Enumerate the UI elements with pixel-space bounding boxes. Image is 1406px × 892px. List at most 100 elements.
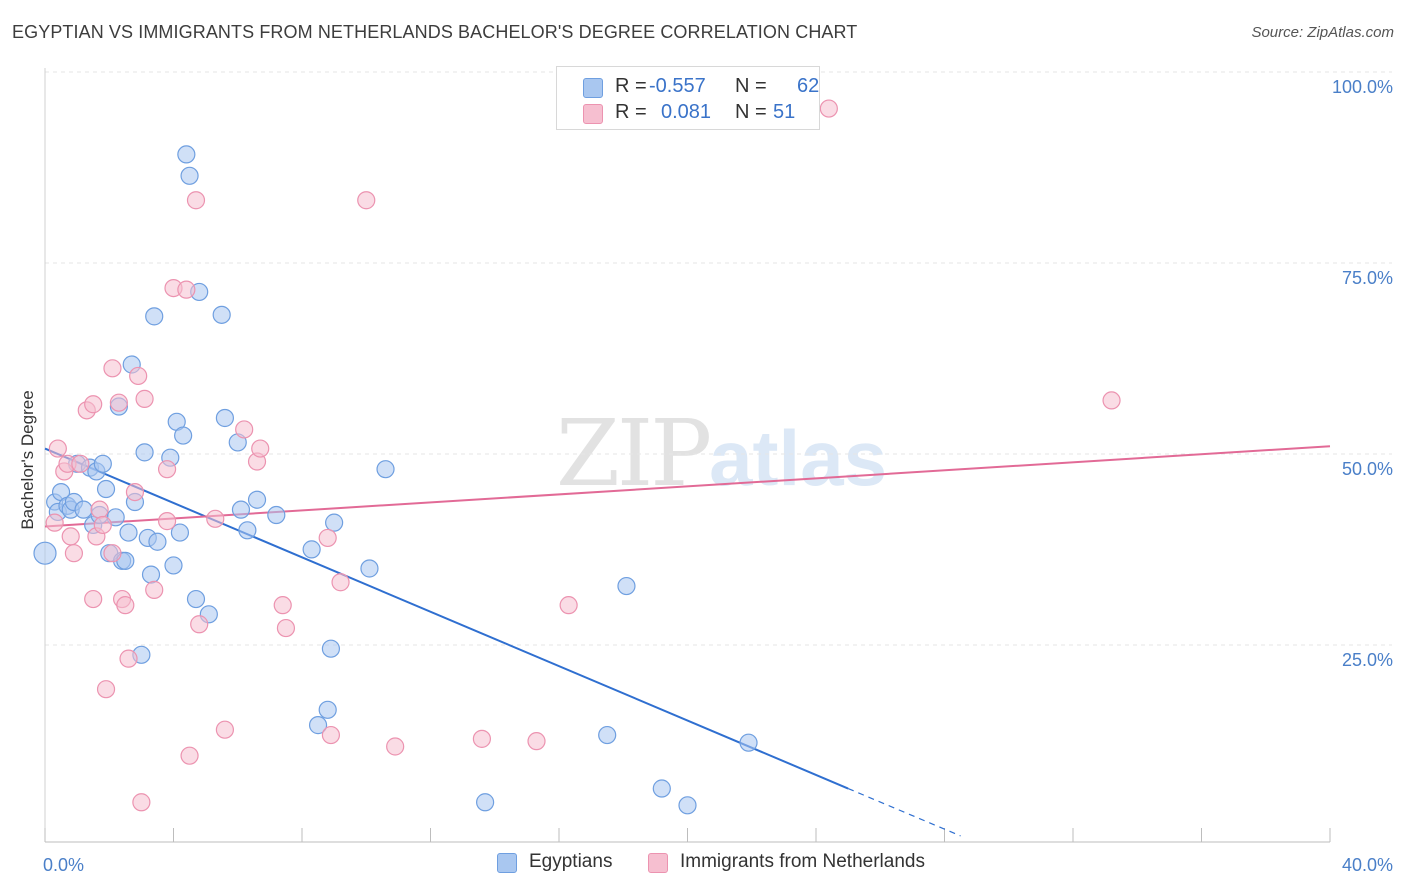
correlation-legend: R = -0.557 N = 62 R = 0.081 N = 51 — [556, 66, 820, 130]
netherlands-point — [129, 366, 148, 386]
series-legend: Egyptians Immigrants from Netherlands — [0, 851, 1406, 879]
netherlands-point — [1102, 391, 1121, 410]
egyptians-point — [135, 443, 154, 462]
netherlands-point — [251, 439, 270, 458]
egyptians-point — [33, 541, 57, 565]
netherlands-point — [190, 615, 209, 634]
netherlands-point — [61, 527, 80, 546]
egyptians-point — [177, 145, 196, 164]
egyptians-point — [739, 733, 758, 752]
legend-swatch-netherlands — [648, 853, 668, 873]
egyptians-point — [74, 500, 93, 519]
netherlands-point — [125, 482, 145, 502]
grid — [45, 71, 1392, 646]
netherlands-point — [472, 729, 491, 748]
netherlands-point — [90, 500, 109, 519]
netherlands-point — [318, 528, 337, 548]
legend-n-value: 51 — [773, 101, 796, 123]
egyptians-point — [321, 639, 341, 658]
egyptians-point — [302, 540, 321, 559]
netherlands-point — [819, 99, 838, 118]
netherlands-point — [177, 280, 196, 299]
netherlands-point — [157, 512, 177, 531]
legend-row-netherlands: R = 0.081 N = 51 — [557, 101, 819, 127]
egyptians-point — [164, 556, 183, 575]
egyptians-point — [231, 500, 251, 519]
netherlands-point — [103, 359, 122, 378]
egyptians-point — [145, 307, 164, 326]
egyptians-point — [360, 559, 379, 578]
axes — [44, 68, 1331, 843]
netherlands-point — [186, 191, 206, 210]
netherlands-point — [116, 596, 135, 615]
legend-swatch-egyptians — [497, 853, 517, 873]
netherlands-point — [386, 737, 405, 756]
egyptians-point — [376, 460, 395, 479]
netherlands-point — [48, 439, 67, 458]
chart-title: EGYPTIAN VS IMMIGRANTS FROM NETHERLANDS … — [12, 22, 858, 42]
netherlands-point — [103, 544, 122, 563]
netherlands-point — [45, 513, 64, 532]
egyptians-point — [325, 513, 344, 532]
netherlands-point — [119, 649, 138, 668]
netherlands-point — [109, 393, 128, 412]
y-tick-label: 50.0% — [1342, 459, 1393, 479]
x-tick-label: 40.0% — [1342, 855, 1393, 875]
netherlands-point — [180, 746, 199, 765]
egyptians-trend-extension — [847, 787, 961, 837]
legend-r-label: R = — [615, 101, 647, 123]
legend-n-label: N = — [735, 101, 767, 123]
y-tick-label: 75.0% — [1342, 268, 1393, 288]
netherlands-trend-line — [44, 445, 1331, 528]
egyptians-point — [174, 426, 193, 445]
netherlands-point — [93, 515, 112, 535]
egyptians-point — [598, 725, 617, 745]
netherlands-point — [135, 389, 154, 408]
y-tick-label: 25.0% — [1342, 650, 1393, 670]
y-axis-title: Bachelor's Degree — [18, 390, 37, 529]
egyptians-point — [180, 166, 199, 185]
netherlands-point — [96, 680, 116, 699]
netherlands-point — [84, 395, 103, 414]
egyptians-point — [247, 490, 267, 509]
egyptians-point — [93, 454, 112, 473]
netherlands-point — [321, 725, 341, 745]
netherlands-point — [132, 793, 151, 812]
netherlands-point — [215, 720, 234, 739]
egyptians-trend-line — [44, 447, 849, 790]
y-tick-label: 100.0% — [1332, 77, 1393, 97]
egyptians-point — [141, 565, 161, 584]
egyptians-point — [308, 716, 328, 735]
netherlands-point — [157, 460, 177, 479]
legend-r-value: 0.081 — [661, 101, 712, 123]
legend-n-label: N = — [735, 75, 767, 97]
netherlands-point — [84, 589, 103, 609]
egyptians-point — [267, 505, 286, 525]
netherlands-point — [145, 580, 164, 599]
netherlands-point — [206, 509, 225, 528]
trend-lines — [44, 445, 1331, 837]
legend-r-label: R = — [615, 75, 647, 97]
egyptians-point — [96, 479, 116, 499]
netherlands-point — [559, 596, 578, 615]
netherlands-point — [276, 618, 296, 638]
netherlands-point — [64, 544, 84, 563]
egyptians-point — [170, 523, 190, 542]
legend-n-value: 62 — [797, 75, 820, 97]
netherlands-point — [527, 732, 546, 751]
legend-label-netherlands: Immigrants from Netherlands — [680, 851, 925, 872]
egyptians-point — [476, 793, 495, 812]
data-points — [33, 99, 1121, 815]
netherlands-point — [273, 596, 292, 615]
netherlands-point — [331, 573, 350, 592]
source-label: Source: ZipAtlas.com — [1251, 24, 1394, 41]
egyptians-point — [148, 532, 167, 551]
tick-labels: 25.0% 50.0% 75.0% 100.0% 0.0% 40.0% Bachelor's… — [18, 77, 1393, 875]
egyptians-point — [318, 700, 337, 719]
egyptians-point — [186, 589, 206, 609]
netherlands-point — [71, 454, 90, 473]
egyptians-point — [215, 408, 234, 428]
egyptians-point — [652, 779, 671, 798]
egyptians-point — [617, 576, 636, 596]
